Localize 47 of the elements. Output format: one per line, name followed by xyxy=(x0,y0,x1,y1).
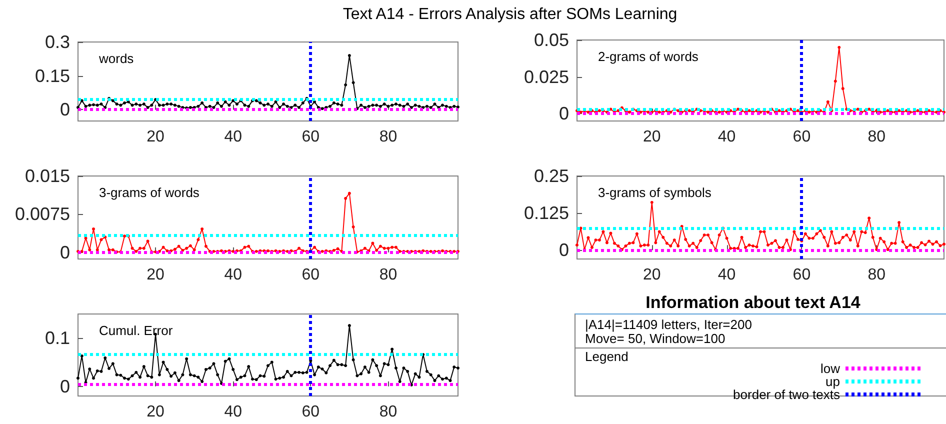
x-tick-label: 80 xyxy=(379,404,398,420)
text: Move= 50, Window=100 xyxy=(585,331,726,346)
x-tick-label: 20 xyxy=(643,266,661,284)
y-tick-label: 0.025 xyxy=(524,66,569,87)
x-tick-label: 60 xyxy=(302,128,320,146)
x-tick-label: 80 xyxy=(868,128,886,146)
text: 3-grams of words xyxy=(99,185,200,200)
x-tick-label: 60 xyxy=(792,128,811,146)
text: |A14|=11409 letters, Iter=200 xyxy=(585,317,752,332)
text: 3-grams of symbols xyxy=(598,185,712,200)
text: words xyxy=(98,51,134,66)
x-tick-label: 60 xyxy=(302,404,320,420)
y-tick-label: 0 xyxy=(558,240,569,260)
y-tick-label: 0.1 xyxy=(44,328,70,348)
y-tick-label: 0 xyxy=(60,242,70,262)
x-tick-label: 20 xyxy=(643,128,661,146)
x-tick-label: 40 xyxy=(224,404,242,420)
legend-label: border of two texts xyxy=(733,387,840,402)
x-tick-label: 60 xyxy=(792,266,811,284)
x-tick-label: 80 xyxy=(379,266,398,284)
y-tick-label: 0.25 xyxy=(534,166,569,186)
x-tick-label: 80 xyxy=(379,128,398,146)
y-tick-label: 0.15 xyxy=(34,66,70,86)
legend-label: low xyxy=(820,361,841,376)
y-tick-label: 0.05 xyxy=(534,30,569,50)
y-tick-label: 0 xyxy=(60,376,70,396)
y-tick-label: 0.0075 xyxy=(14,204,70,224)
legend-label: up xyxy=(826,374,840,389)
x-tick-label: 20 xyxy=(146,266,165,284)
x-tick-label: 40 xyxy=(718,128,736,146)
y-tick-label: 0.3 xyxy=(44,32,70,52)
x-tick-label: 80 xyxy=(868,266,886,284)
x-tick-label: 20 xyxy=(146,404,165,420)
x-tick-label: 40 xyxy=(718,266,736,284)
x-tick-label: 40 xyxy=(224,128,242,146)
text: Text A14 - Errors Analysis after SOMs Learning xyxy=(342,6,678,24)
y-tick-label: 0 xyxy=(60,100,70,120)
y-tick-label: 0.125 xyxy=(524,203,569,224)
x-tick-label: 40 xyxy=(224,266,242,284)
x-tick-label: 60 xyxy=(302,266,320,284)
y-tick-label: 0.015 xyxy=(24,166,70,186)
x-tick-label: 20 xyxy=(146,128,165,146)
text: 2-grams of words xyxy=(598,49,699,64)
text: Information about text A14 xyxy=(646,293,861,312)
legend-title: Legend xyxy=(585,349,628,364)
y-tick-label: 0 xyxy=(558,104,569,124)
text: Cumul. Error xyxy=(99,323,174,338)
